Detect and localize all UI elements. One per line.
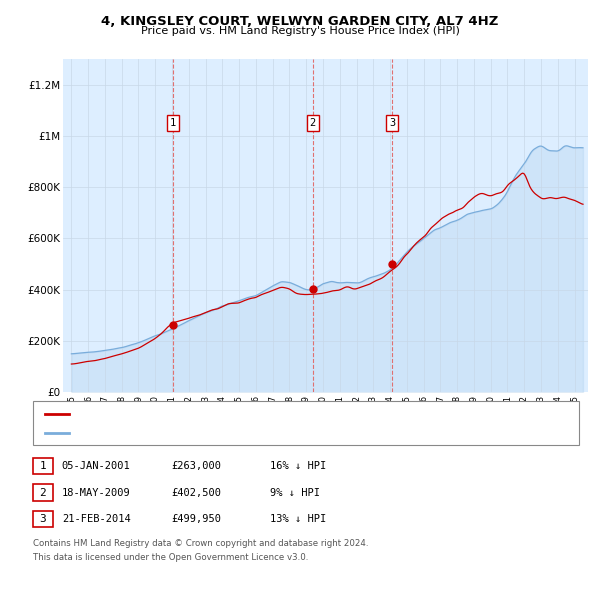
Text: 16% ↓ HPI: 16% ↓ HPI [270, 461, 326, 471]
Text: 21-FEB-2014: 21-FEB-2014 [62, 514, 131, 524]
Text: 05-JAN-2001: 05-JAN-2001 [62, 461, 131, 471]
Text: £263,000: £263,000 [171, 461, 221, 471]
Text: £402,500: £402,500 [171, 488, 221, 497]
Text: 3: 3 [40, 514, 46, 524]
Text: Price paid vs. HM Land Registry's House Price Index (HPI): Price paid vs. HM Land Registry's House … [140, 26, 460, 36]
Text: 13% ↓ HPI: 13% ↓ HPI [270, 514, 326, 524]
Text: 4, KINGSLEY COURT, WELWYN GARDEN CITY, AL7 4HZ (detached house): 4, KINGSLEY COURT, WELWYN GARDEN CITY, A… [75, 409, 445, 418]
Text: £499,950: £499,950 [171, 514, 221, 524]
Text: 2: 2 [40, 488, 46, 497]
Text: 18-MAY-2009: 18-MAY-2009 [62, 488, 131, 497]
Text: This data is licensed under the Open Government Licence v3.0.: This data is licensed under the Open Gov… [33, 553, 308, 562]
Text: 4, KINGSLEY COURT, WELWYN GARDEN CITY, AL7 4HZ: 4, KINGSLEY COURT, WELWYN GARDEN CITY, A… [101, 15, 499, 28]
Text: 2: 2 [310, 118, 316, 128]
Text: HPI: Average price, detached house, Welwyn Hatfield: HPI: Average price, detached house, Welw… [75, 428, 374, 438]
Text: Contains HM Land Registry data © Crown copyright and database right 2024.: Contains HM Land Registry data © Crown c… [33, 539, 368, 548]
Text: 1: 1 [170, 118, 176, 128]
Text: 1: 1 [40, 461, 46, 471]
Text: 3: 3 [389, 118, 395, 128]
Text: 9% ↓ HPI: 9% ↓ HPI [270, 488, 320, 497]
